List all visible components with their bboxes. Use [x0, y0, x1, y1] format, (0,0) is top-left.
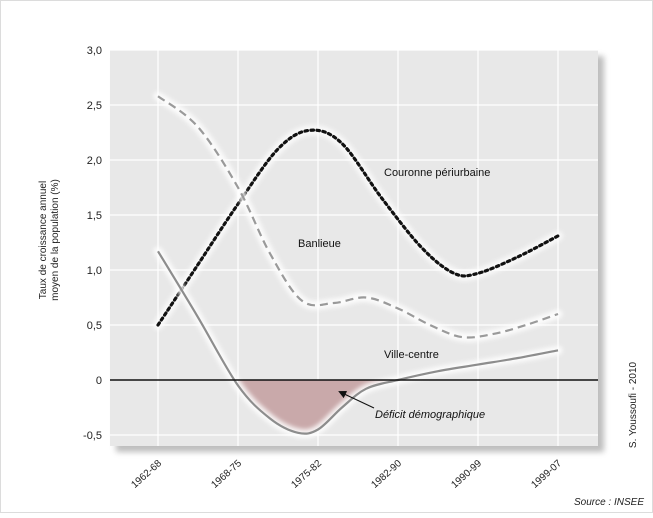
- label-deficit-demographique: Déficit démographique: [375, 409, 485, 421]
- y-tick-label: 1,0: [87, 265, 102, 277]
- label-ville-centre: Ville-centre: [384, 349, 439, 361]
- y-axis-title-line-2: moyen de la population (%): [50, 179, 61, 301]
- y-tick-label: 2,0: [87, 155, 102, 167]
- y-axis-ticks: -0,5 0 0,5 1,0 1,5 2,0 2,5 3,0: [83, 45, 102, 442]
- deficit-arrow: [338, 390, 375, 409]
- y-axis-title-line-1: Taux de croissance annuel: [38, 181, 49, 299]
- series: [153, 91, 563, 439]
- y-tick-label: 2,5: [87, 100, 102, 112]
- y-tick-label: 0,5: [87, 320, 102, 332]
- series-line-banlieue: [157, 95, 559, 339]
- y-tick-label: 3,0: [87, 45, 102, 57]
- label-banlieue: Banlieue: [298, 238, 341, 250]
- y-tick-label: 0: [96, 375, 102, 387]
- label-couronne-periurbaine: Couronne périurbaine: [384, 167, 490, 179]
- source-note: Source : INSEE: [574, 497, 644, 508]
- author-credit: S. Youssoufi - 2010: [628, 361, 639, 448]
- series-line-couronne-periurbaine: [156, 128, 560, 327]
- y-tick-label: -0,5: [83, 430, 102, 442]
- y-tick-label: 1,5: [87, 210, 102, 222]
- series-line-ville-centre: [157, 250, 559, 435]
